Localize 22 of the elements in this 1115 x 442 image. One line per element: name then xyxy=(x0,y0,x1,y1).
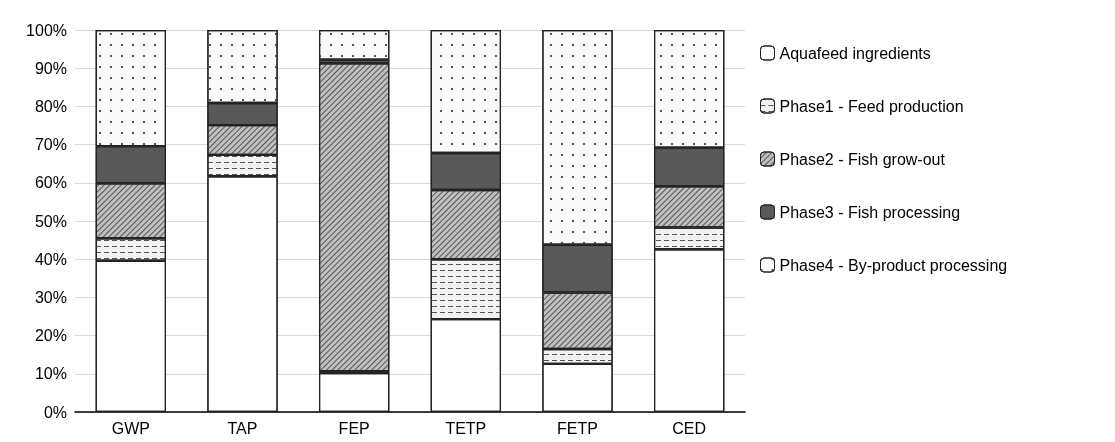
legend-label: Phase1 - Feed production xyxy=(779,97,964,115)
legend-label: Phase2 - Fish grow-out xyxy=(779,150,946,168)
y-tick-label: 80% xyxy=(34,97,67,115)
y-tick-label: 50% xyxy=(34,212,67,230)
legend-label: Phase3 - Fish processing xyxy=(779,203,961,221)
y-tick-label: 30% xyxy=(34,288,67,306)
x-tick-label: FETP xyxy=(557,419,598,437)
y-tick-label: 10% xyxy=(34,365,67,383)
y-tick-label: 100% xyxy=(26,21,67,39)
legend-label: Phase4 - By-product processing xyxy=(779,256,1008,274)
y-tick-label: 40% xyxy=(34,250,67,268)
y-tick-label: 0% xyxy=(43,403,67,421)
y-tick-label: 90% xyxy=(34,59,67,77)
y-tick-label: 20% xyxy=(34,327,67,345)
x-tick-label: TAP xyxy=(227,419,258,437)
x-tick-label: CED xyxy=(672,419,707,437)
x-tick-label: GWP xyxy=(111,419,150,437)
x-tick-label: TETP xyxy=(445,419,487,437)
x-tick-label: FEP xyxy=(338,419,370,437)
legend-label: Aquafeed ingredients xyxy=(779,44,931,62)
y-tick-label: 70% xyxy=(34,136,67,154)
y-tick-label: 60% xyxy=(34,174,67,192)
